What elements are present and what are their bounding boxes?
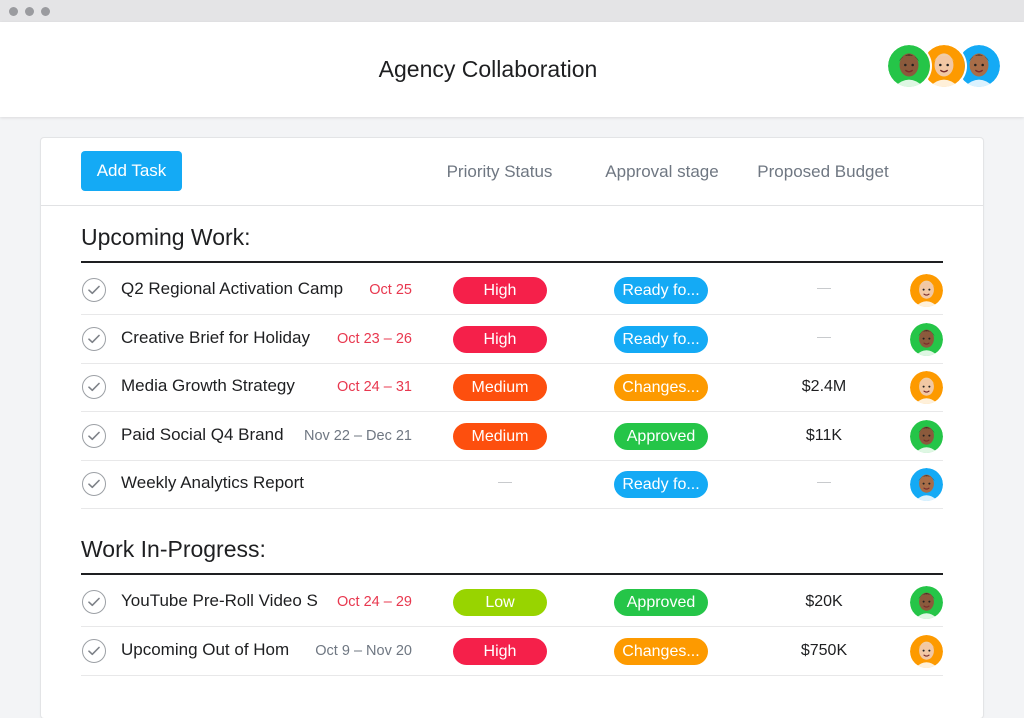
avatar-member-3[interactable] bbox=[958, 45, 1000, 87]
approval-stage-pill[interactable]: Approved bbox=[614, 422, 708, 450]
priority-status-pill[interactable]: High bbox=[453, 325, 547, 353]
proposed-budget-value[interactable]: $2.4M bbox=[801, 378, 847, 395]
checkmark-icon bbox=[88, 285, 100, 295]
assignee-avatar[interactable] bbox=[910, 371, 943, 404]
task-row[interactable]: Media Growth Strategy Oct 24 – 31 Medium Ch… bbox=[81, 363, 943, 412]
complete-task-checkbox[interactable] bbox=[82, 590, 106, 614]
proposed-budget-value[interactable]: $750K bbox=[800, 641, 848, 659]
checkmark-icon bbox=[88, 646, 100, 655]
column-header-priority[interactable]: Priority Status bbox=[446, 162, 553, 181]
task-name[interactable]: YouTube Pre-Roll Video S bbox=[121, 591, 359, 611]
priority-status-pill[interactable]: High bbox=[453, 277, 547, 304]
task-row[interactable]: Weekly Analytics Report Ready fo... bbox=[81, 460, 943, 509]
task-row[interactable]: Q2 Regional Activation Camp Oct 25 High Rea… bbox=[81, 266, 943, 315]
empty-budget-dash[interactable] bbox=[817, 482, 831, 483]
complete-task-checkbox[interactable] bbox=[82, 326, 106, 351]
complete-task-checkbox[interactable] bbox=[82, 278, 106, 302]
task-row[interactable]: YouTube Pre-Roll Video S Oct 24 – 29 Low Ap… bbox=[81, 578, 943, 627]
avatar-member-2[interactable] bbox=[923, 45, 965, 87]
window-close-dot[interactable] bbox=[9, 7, 18, 16]
project-members[interactable] bbox=[888, 45, 1000, 87]
window-minimize-dot[interactable] bbox=[25, 7, 34, 16]
approval-stage-pill[interactable]: Changes... bbox=[614, 637, 708, 665]
task-name[interactable]: Media Growth Strategy bbox=[121, 376, 359, 396]
task-due-date[interactable]: Oct 23 – 26 bbox=[332, 330, 412, 347]
window-zoom-dot[interactable] bbox=[41, 7, 50, 16]
assignee-avatar[interactable] bbox=[910, 274, 943, 307]
checkmark-icon bbox=[88, 431, 100, 440]
checkmark-icon bbox=[88, 382, 100, 392]
priority-status-pill[interactable]: Medium bbox=[453, 374, 547, 401]
avatar-member-1[interactable] bbox=[888, 45, 930, 87]
task-due-date[interactable]: Oct 9 – Nov 20 bbox=[310, 642, 412, 659]
section-title[interactable]: Work In-Progress: bbox=[81, 536, 266, 562]
checkmark-icon bbox=[88, 597, 100, 607]
project-title: Agency Collaboration bbox=[378, 56, 598, 82]
add-task-button[interactable]: Add Task bbox=[81, 151, 182, 191]
task-name[interactable]: Q2 Regional Activation Camp bbox=[121, 279, 359, 299]
priority-status-pill[interactable]: High bbox=[453, 637, 547, 665]
task-row[interactable]: Creative Brief for Holiday Oct 23 – 26 Hig… bbox=[81, 315, 943, 364]
assignee-avatar[interactable] bbox=[910, 419, 943, 453]
complete-task-checkbox[interactable] bbox=[82, 423, 106, 448]
task-due-date[interactable]: Oct 24 – 29 bbox=[332, 594, 412, 610]
approval-stage-pill[interactable]: Ready fo... bbox=[614, 471, 708, 498]
task-name[interactable]: Upcoming Out of Hom bbox=[121, 639, 359, 660]
task-section: Upcoming Work: bbox=[81, 224, 943, 264]
assignee-avatar[interactable] bbox=[910, 634, 943, 668]
approval-stage-pill[interactable]: Approved bbox=[614, 589, 708, 616]
priority-status-pill[interactable]: Low bbox=[453, 589, 547, 616]
section-title[interactable]: Upcoming Work: bbox=[81, 224, 251, 250]
task-row[interactable]: Upcoming Out of Hom Oct 9 – Nov 20 High Cha… bbox=[81, 627, 943, 676]
complete-task-checkbox[interactable] bbox=[82, 375, 106, 399]
approval-stage-pill[interactable]: Ready fo... bbox=[614, 277, 708, 304]
task-due-date[interactable]: Oct 24 – 31 bbox=[332, 379, 412, 395]
task-due-date[interactable]: Oct 25 bbox=[364, 282, 412, 298]
task-list-card: Add Task Priority Status Approval stage … bbox=[41, 138, 983, 718]
task-section: Work In-Progress: bbox=[81, 536, 943, 576]
approval-stage-pill[interactable]: Ready fo... bbox=[614, 325, 708, 353]
proposed-budget-value[interactable]: $11K bbox=[805, 426, 843, 444]
task-due-date[interactable]: Nov 22 – Dec 21 bbox=[298, 427, 412, 444]
priority-status-pill[interactable]: Medium bbox=[453, 422, 547, 450]
assignee-avatar[interactable] bbox=[910, 586, 943, 619]
project-header: Agency Collaboration bbox=[0, 22, 1024, 117]
section-divider bbox=[81, 261, 943, 263]
assignee-avatar[interactable] bbox=[910, 468, 943, 501]
section-divider bbox=[81, 573, 943, 575]
approval-stage-pill[interactable]: Changes... bbox=[614, 374, 708, 401]
window-titlebar bbox=[0, 0, 1024, 22]
complete-task-checkbox[interactable] bbox=[82, 638, 106, 663]
empty-budget-dash[interactable] bbox=[817, 336, 831, 338]
empty-budget-dash[interactable] bbox=[817, 288, 831, 289]
proposed-budget-value[interactable]: $20K bbox=[805, 593, 843, 610]
checkmark-icon bbox=[88, 479, 100, 489]
task-name[interactable]: Creative Brief for Holiday bbox=[121, 327, 359, 348]
task-name[interactable]: Weekly Analytics Report bbox=[121, 473, 359, 493]
checkmark-icon bbox=[88, 334, 100, 343]
complete-task-checkbox[interactable] bbox=[82, 472, 106, 496]
empty-priority-dash[interactable] bbox=[498, 482, 512, 483]
assignee-avatar[interactable] bbox=[910, 322, 943, 356]
task-row[interactable]: Paid Social Q4 Brand Nov 22 – Dec 21 Mediu… bbox=[81, 412, 943, 461]
task-list-toolbar: Add Task Priority Status Approval stage … bbox=[41, 138, 983, 206]
column-header-approval[interactable]: Approval stage bbox=[605, 162, 719, 181]
column-header-budget[interactable]: Proposed Budget bbox=[757, 162, 889, 181]
